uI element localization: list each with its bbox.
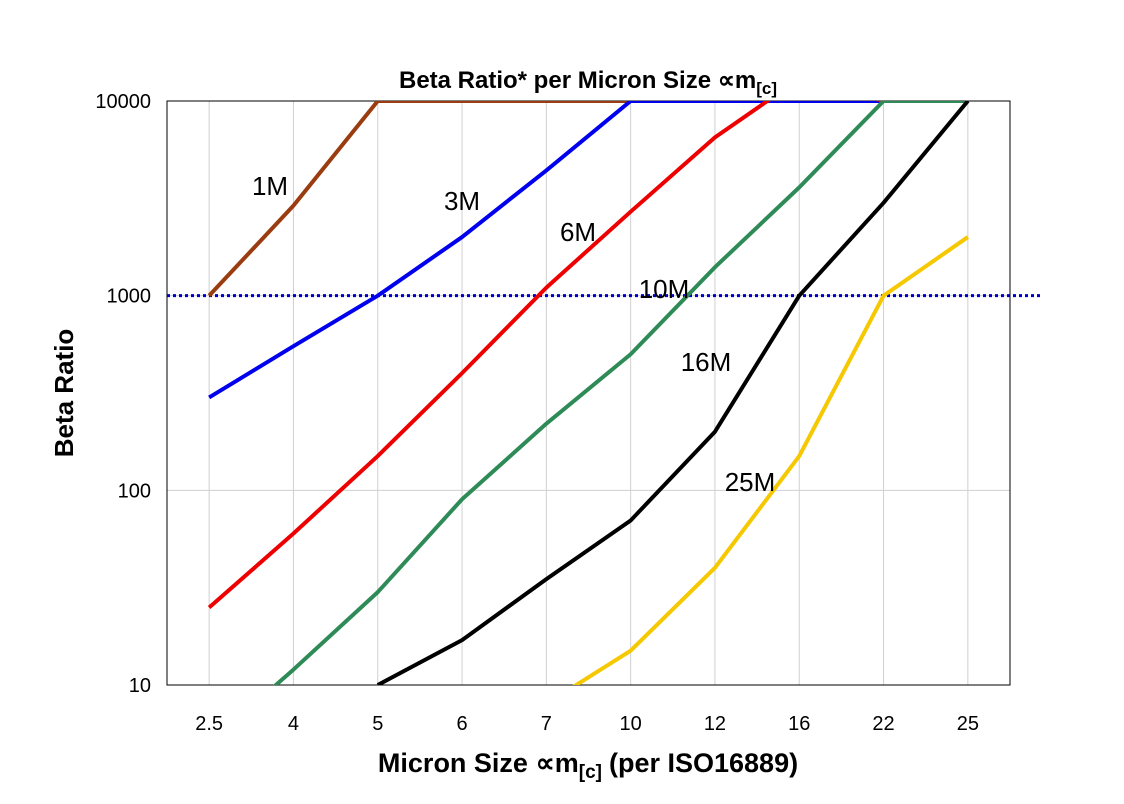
y-tick-label: 1000 <box>107 286 152 308</box>
x-label-tail: (per ISO16889) <box>609 748 798 778</box>
y-tick-label: 10000 <box>95 91 151 113</box>
x-tick-label: 4 <box>288 713 299 735</box>
series-label: 10M <box>639 274 690 304</box>
x-tick-label: 7 <box>541 713 552 735</box>
x-tick-label: 12 <box>704 713 726 735</box>
x-tick-label: 25 <box>957 713 979 735</box>
series-line <box>207 101 968 298</box>
y-axis-label: Beta Ratio <box>49 329 79 458</box>
y-tick-label: 10 <box>129 675 151 697</box>
series-line <box>208 101 968 400</box>
series-label: 25M <box>725 467 776 497</box>
series-label: 1M <box>252 171 288 201</box>
x-label-main: Micron Size ∝m <box>378 748 579 778</box>
plot-lines <box>207 101 970 685</box>
x-label-subscript: [c] <box>579 762 602 783</box>
series-line <box>207 101 968 610</box>
title-subscript: [c] <box>756 79 777 98</box>
x-tick-label: 2.5 <box>195 713 223 735</box>
series-line <box>376 101 970 685</box>
series-label: 3M <box>444 186 480 216</box>
x-tick-label: 6 <box>456 713 467 735</box>
x-tick-label: 22 <box>872 713 894 735</box>
series-label: 16M <box>681 347 732 377</box>
x-axis-label: Micron Size ∝m[c] (per ISO16889) <box>378 748 798 783</box>
series-line <box>572 235 969 685</box>
x-tick-label: 16 <box>788 713 810 735</box>
series-label: 6M <box>560 217 596 247</box>
series-line <box>272 101 968 685</box>
chart-title: Beta Ratio* per Micron Size ∝m[c] <box>399 67 777 98</box>
x-tick-label: 5 <box>372 713 383 735</box>
x-tick-label: 10 <box>620 713 642 735</box>
y-tick-label: 100 <box>118 480 151 502</box>
title-main: Beta Ratio* per Micron Size ∝m <box>399 67 756 94</box>
